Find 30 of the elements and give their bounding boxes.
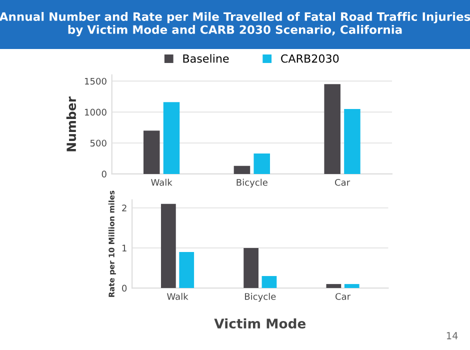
bar <box>326 284 342 288</box>
x-tick-label: Car <box>335 178 350 186</box>
x-axis-title: Victim Mode <box>214 318 306 329</box>
bar <box>160 204 176 288</box>
legend-label: CARB2030 <box>281 54 339 63</box>
y-tick-label: 0 <box>102 170 106 178</box>
bar <box>324 84 340 174</box>
bar <box>254 154 270 174</box>
bar <box>163 102 180 174</box>
bar <box>344 108 360 174</box>
bar <box>344 284 360 288</box>
y-tick-label: 500 <box>90 140 106 147</box>
bar <box>234 166 250 174</box>
y-tick-label: 1 <box>122 244 126 252</box>
bar <box>244 248 258 288</box>
y-tick-label: 1000 <box>85 108 106 116</box>
bar <box>262 276 277 288</box>
x-tick-label: Walk <box>167 292 188 300</box>
bar <box>179 252 194 288</box>
y-tick-label: 0 <box>122 284 127 292</box>
legend-label: Baseline <box>183 54 229 63</box>
x-tick-label: Bicycle <box>245 292 276 302</box>
y-axis-title: Number <box>66 96 76 152</box>
x-tick-label: Bicycle <box>236 178 268 188</box>
text: 14 <box>446 332 458 340</box>
y-tick-label: 1500 <box>85 78 106 85</box>
x-tick-label: Walk <box>151 178 172 186</box>
bar <box>143 130 160 174</box>
y-tick-label: 2 <box>122 204 126 212</box>
x-tick-label: Car <box>336 293 351 300</box>
